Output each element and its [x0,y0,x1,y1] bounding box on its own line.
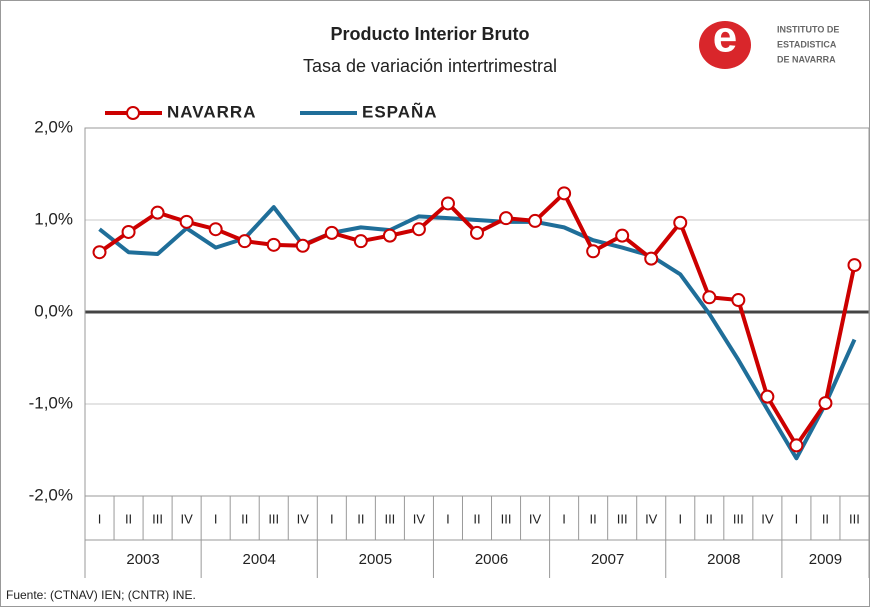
marker [92,245,107,260]
marker [295,238,310,253]
x-tick-label: I [330,511,334,526]
legend-marker [126,106,140,120]
marker [470,225,484,240]
y-tick-label: 0,0% [34,301,73,320]
x-tick-label: IV [413,511,426,526]
x-tick-label: II [473,511,480,526]
x-tick-label: III [152,511,163,526]
marker [528,213,543,228]
marker [702,290,717,305]
marker [208,222,223,237]
marker [615,228,630,243]
marker [150,205,165,220]
marker [731,293,746,308]
x-tick-label: I [214,511,218,526]
legend-label: ESPAÑA [362,101,438,121]
plot-border [84,127,870,497]
x-tick-label: I [795,511,799,526]
marker [382,228,397,243]
marker [353,234,368,249]
marker [847,258,862,273]
legend-label: NAVARRA [167,102,256,121]
logo-letter: e [713,13,737,62]
marker [324,225,339,240]
marker [411,222,426,237]
marker [789,438,804,453]
x-tick-label: II [357,511,364,526]
chart-subtitle: Tasa de variación intertrimestral [303,56,557,76]
x-tick-label: II [822,511,829,526]
year-label: 2009 [809,551,842,568]
logo-text: ESTADISTICA [777,39,837,49]
year-label: 2003 [126,551,159,568]
x-tick-label: III [384,511,395,526]
logo-text: INSTITUTO DE [777,24,839,34]
logo-text: DE NAVARRA [777,54,836,64]
marker [586,244,601,259]
marker [499,211,514,226]
x-tick-label: I [98,511,102,526]
year-label: 2007 [591,551,624,568]
y-tick-label: -2,0% [29,485,73,504]
x-tick-label: III [501,511,512,526]
marker [237,234,252,249]
x-tick-label: IV [761,511,774,526]
x-tick-label: IV [180,511,193,526]
marker [179,214,194,229]
x-tick-label: IV [297,511,310,526]
year-label: 2006 [475,551,508,568]
x-tick-label: II [241,511,248,526]
marker [818,396,833,411]
source-note: Fuente: (CTNAV) IEN; (CNTR) INE. [6,588,196,602]
marker [121,224,136,239]
y-tick-label: 2,0% [34,117,73,136]
y-tick-label: -1,0% [29,393,73,412]
x-tick-label: I [562,511,566,526]
x-tick-label: II [590,511,597,526]
logo: e INSTITUTO DE ESTADISTICA DE NAVARRA [699,13,839,69]
x-tick-label: I [678,511,682,526]
y-tick-label: 1,0% [34,209,73,228]
x-tick-label: III [849,511,860,526]
x-tick-label: III [268,511,279,526]
logo-mark [699,21,751,69]
marker [440,196,455,211]
marker [673,215,688,230]
x-tick-label: IV [645,511,658,526]
chart-title: Producto Interior Bruto [331,24,530,44]
x-tick-label: II [706,511,713,526]
year-label: 2004 [243,551,276,568]
year-label: 2005 [359,551,392,568]
x-tick-label: III [733,511,744,526]
marker [266,237,281,252]
marker [644,251,659,266]
x-tick-label: I [446,511,450,526]
series-line [98,205,857,461]
x-tick-label: III [617,511,628,526]
marker [557,186,572,201]
year-label: 2008 [707,551,740,568]
marker [760,389,775,404]
x-tick-label: IV [529,511,542,526]
x-tick-label: II [125,511,132,526]
